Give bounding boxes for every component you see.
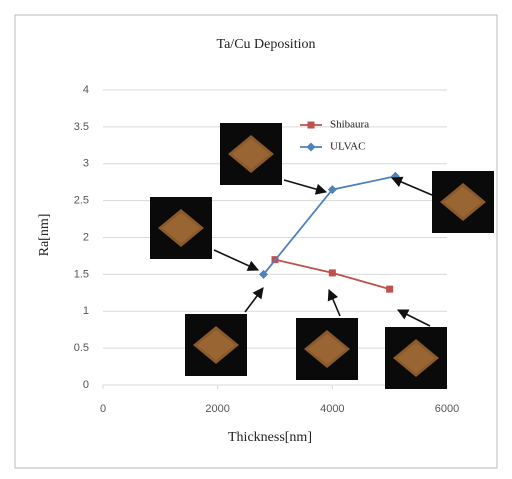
inset-image <box>185 314 247 376</box>
y-tick-label: 1.5 <box>74 268 89 280</box>
marker <box>308 122 315 129</box>
y-axis-label: Ra[nm] <box>37 214 52 257</box>
inset-image <box>432 171 494 233</box>
chart-title: Ta/Cu Deposition <box>217 37 316 52</box>
y-tick-label: 4 <box>83 84 89 96</box>
y-tick-label: 3.5 <box>74 121 89 133</box>
x-tick-label: 6000 <box>435 403 459 415</box>
legend-label: Shibaura <box>330 119 369 131</box>
y-tick-label: 3 <box>83 158 89 170</box>
marker <box>386 286 393 293</box>
inset-image <box>296 318 358 380</box>
x-tick-label: 0 <box>100 403 106 415</box>
x-tick-label: 4000 <box>320 403 344 415</box>
inset-image <box>385 327 447 389</box>
y-tick-label: 2 <box>83 231 89 243</box>
legend-label: ULVAC <box>330 141 365 153</box>
y-tick-label: 0.5 <box>74 342 89 354</box>
y-tick-label: 1 <box>83 305 89 317</box>
x-axis-label: Thickness[nm] <box>228 430 312 445</box>
y-tick-label: 0 <box>83 379 89 391</box>
y-tick-label: 2.5 <box>74 195 89 207</box>
marker <box>329 269 336 276</box>
inset-image <box>220 123 282 185</box>
chart: Ta/Cu Deposition Ra[nm] Thickness[nm] 00… <box>0 0 512 479</box>
inset-image <box>150 197 212 259</box>
x-tick-label: 2000 <box>205 403 229 415</box>
